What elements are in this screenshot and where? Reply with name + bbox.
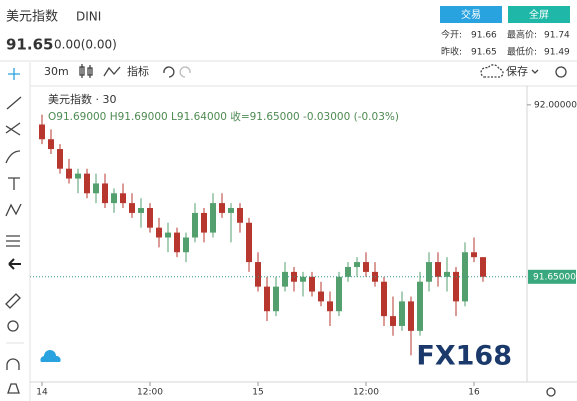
logo-icon [40,350,61,362]
candle-body [426,262,432,282]
candle-body [165,232,171,238]
candle-body [174,232,180,253]
candle-body [66,168,72,179]
candle-body [282,271,288,287]
trade-button-text[interactable]: 交易 [461,8,481,21]
candle-body [102,183,108,204]
candle-body [156,227,162,238]
candle-body [381,281,387,317]
cloud-icon[interactable] [480,64,504,78]
candle-body [453,271,459,302]
stat-label: 今开: [441,29,462,41]
indicator-icon[interactable] [103,66,121,77]
candle-icon[interactable] [79,64,93,78]
x-tick-label: 15 [252,388,263,398]
save[interactable]: 保存 [506,64,528,78]
candle-body [255,262,261,287]
legend-title: 美元指数 · 30 [48,92,117,106]
candle-body [336,276,342,312]
candle-body [57,149,63,169]
stat-value: 91.74 [544,31,570,41]
candle-body [147,208,153,228]
last-price-label: 91.65000 [533,272,576,282]
candle-body [327,301,333,312]
candle-body [408,301,414,331]
candle-body [129,203,135,213]
indicators[interactable]: 指标 [127,64,149,78]
stat-value: 91.66 [471,31,497,41]
candle-body [480,257,486,277]
stat-value: 91.65 [471,48,497,58]
candle-body [399,301,405,326]
candle-body [435,262,441,277]
ohlc-legend: O91.69000 H91.69000 L91.64000 收=91.65000… [48,110,399,123]
fullscreen-button-text[interactable]: 全屏 [529,8,549,21]
candle-body [201,212,207,233]
x-tick-label: 14 [36,388,48,398]
candle-body [120,193,126,204]
candle-body [84,173,90,194]
candle-body [444,271,450,277]
candle-body [183,237,189,253]
candle-body [246,222,252,263]
stat-label: 昨收: [441,46,462,58]
title: 美元指数 [6,10,58,25]
interval[interactable]: 30m [44,65,69,78]
code: DINI [76,10,101,24]
candle-body [111,193,117,204]
candle-body [264,286,270,312]
last-price-box [528,269,576,284]
axis-settings-icon[interactable] [546,387,556,397]
candle-body [138,208,144,213]
candle-body [354,262,360,267]
x-tick-label: 12:00 [137,388,163,398]
price: 91.65 [6,36,53,54]
stat-label: 最低价: [507,46,537,58]
candle-body [93,183,99,194]
settings-icon[interactable] [555,66,567,78]
candle-body [363,262,369,272]
candle-body [237,208,243,223]
stat-value: 91.49 [544,48,570,58]
candle-body [210,203,216,233]
candle-body [309,276,315,292]
candle-body [345,266,351,277]
candle-body [471,252,477,258]
change: 0.00(0.00) [54,38,117,52]
stat-label: 最高价: [507,29,537,41]
candle-body [300,276,306,282]
undo-icon[interactable] [163,66,175,78]
x-tick-label: 16 [468,388,480,398]
candle-body [390,316,396,326]
candle-body [228,208,234,213]
x-tick-label: 12:00 [353,388,379,398]
candle-body [192,212,198,238]
y-tick-label: 92.00000 [534,100,577,110]
save-menu-icon[interactable] [531,69,539,74]
watermark: FX168 [416,341,512,372]
drawing-tools[interactable] [5,68,22,394]
candle-body [39,124,45,140]
fullscreen-button[interactable] [508,6,570,23]
redo-icon[interactable] [179,66,191,78]
trade-button[interactable] [440,6,502,23]
candle-body [318,291,324,302]
candle-body [273,286,279,312]
candle-body [219,203,225,213]
candle-body [75,173,81,179]
candle-body [48,139,54,150]
candle-body [417,281,423,331]
